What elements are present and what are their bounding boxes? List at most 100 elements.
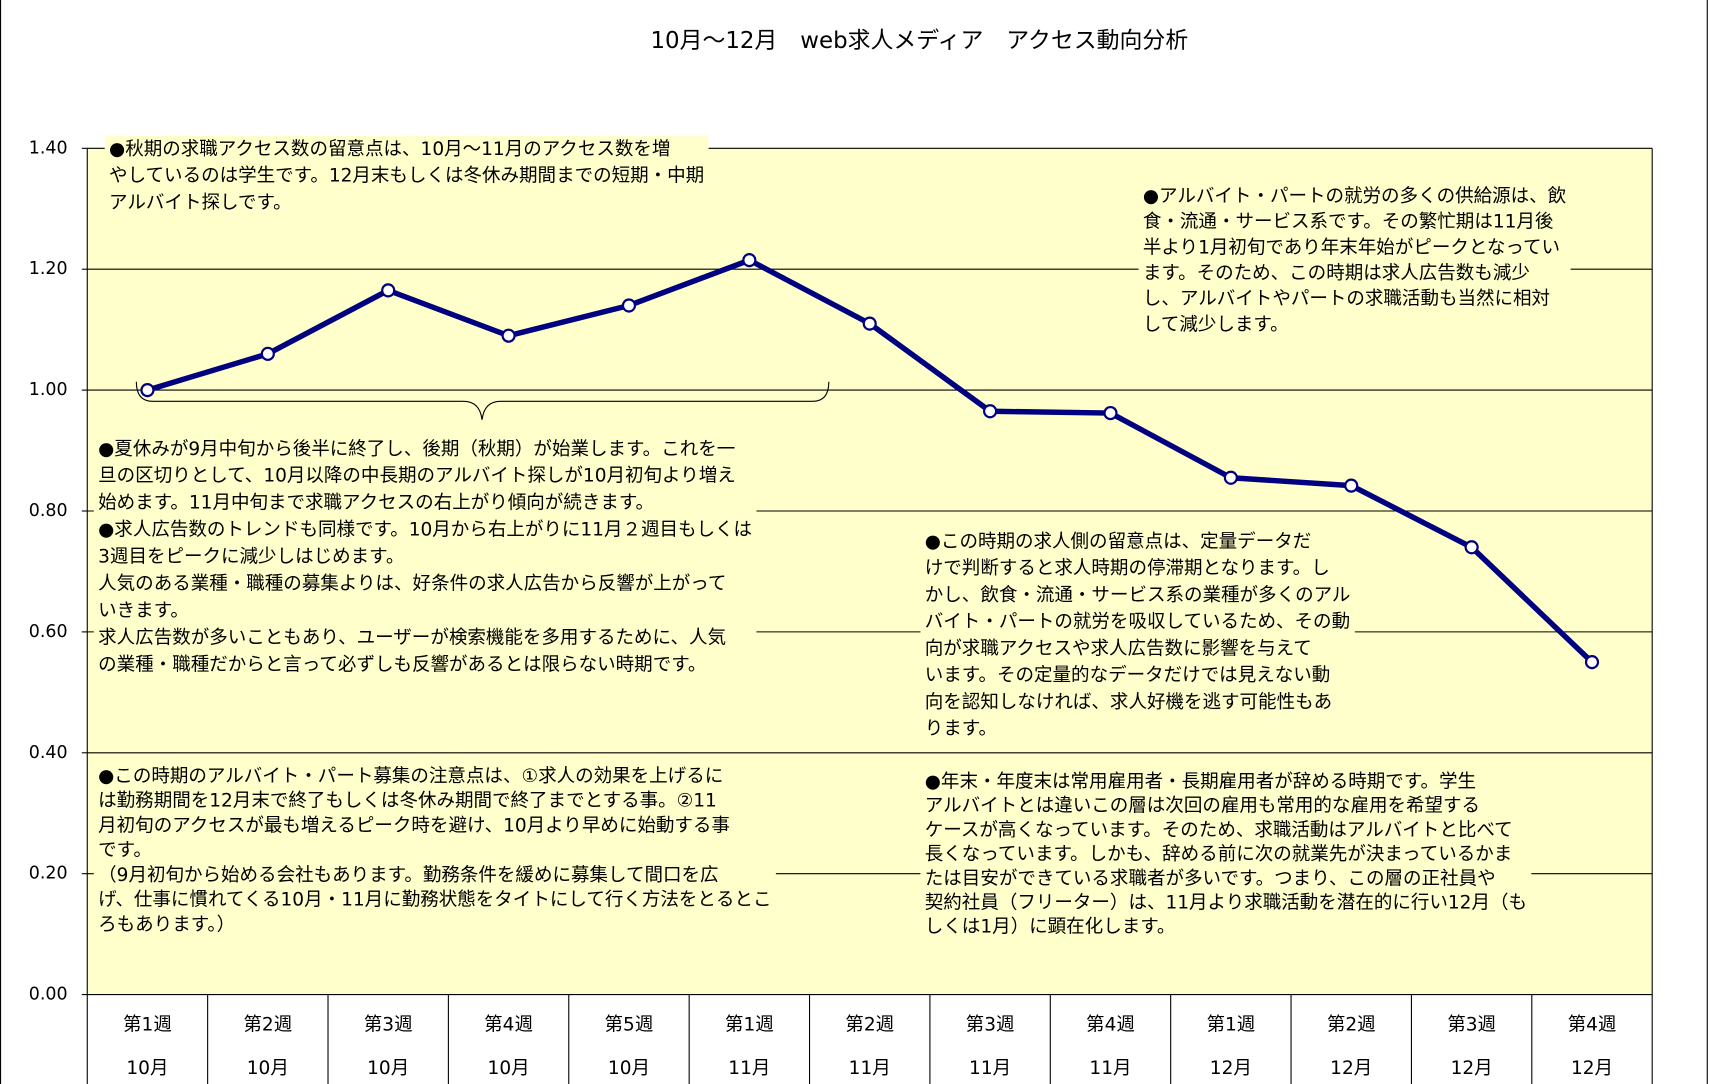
y-tick-label: 0.60 bbox=[29, 622, 68, 642]
x-tick-label: 第4週 bbox=[1086, 1015, 1135, 1036]
annotation: ●アルバイト・パートの就労の多くの供給源は、飲食・流通・サービス系です。その繁忙… bbox=[1138, 182, 1571, 339]
x-tick-label: 第1週 bbox=[1206, 1015, 1255, 1036]
annotation-background bbox=[104, 135, 709, 217]
data-point bbox=[1344, 478, 1359, 493]
x-tick-label: 12月 bbox=[1571, 1058, 1613, 1079]
x-tick-label: 第4週 bbox=[1568, 1015, 1617, 1036]
annotation-line: 人気のある業種・職種の募集よりは、好条件の求人広告から反響が上がって bbox=[98, 573, 726, 594]
x-tick-label: 10月 bbox=[247, 1058, 289, 1079]
annotation-line: かし、飲食・流通・サービス系の業種が多くのアル bbox=[925, 585, 1351, 606]
annotation-line: して減少します。 bbox=[1143, 314, 1289, 335]
annotation-line: ●求人広告数のトレンドも同様です。10月から右上がりに11月２週目もしくは bbox=[98, 520, 752, 541]
annotation-line: 契約社員（フリーター）は、11月より求職活動を潜在的に行い12月（も bbox=[925, 892, 1527, 913]
annotation-line: ●この時期のアルバイト・パート募集の注意点は、①求人の効果を上げるに bbox=[98, 766, 723, 787]
annotation-line: たは目安ができている求職者が多いです。つまり、この層の正社員や bbox=[925, 868, 1496, 889]
x-tick-label: 第2週 bbox=[1327, 1015, 1376, 1036]
data-point bbox=[140, 383, 155, 398]
data-point bbox=[621, 298, 637, 313]
x-tick-label: 第1週 bbox=[123, 1015, 172, 1036]
x-tick-label: 第4週 bbox=[484, 1015, 533, 1036]
data-point bbox=[1223, 470, 1238, 485]
data-point bbox=[1464, 540, 1479, 555]
annotation-line: 旦の区切りとして、10月以降の中長期のアルバイト探しが10月初旬より増え bbox=[98, 466, 736, 487]
annotation-line: ●秋期の求職アクセス数の留意点は、10月～11月のアクセス数を増 bbox=[109, 139, 670, 160]
x-tick-label: 10月 bbox=[367, 1058, 409, 1079]
x-tick-label: 12月 bbox=[1451, 1058, 1493, 1079]
data-point bbox=[1584, 655, 1600, 670]
annotation-line: 半より1月初旬であり年末年始がピークとなってい bbox=[1143, 237, 1560, 258]
annotation-line: です。 bbox=[98, 840, 152, 861]
annotation-line: し、アルバイトやパートの求職活動も当然に相対 bbox=[1143, 289, 1550, 310]
annotation: ●夏休みが9月中旬から後半に終了し、後期（秋期）が始業します。これを一旦の区切り… bbox=[93, 435, 757, 679]
annotation-line: ●夏休みが9月中旬から後半に終了し、後期（秋期）が始業します。これを一 bbox=[98, 439, 735, 460]
data-point bbox=[983, 404, 998, 419]
y-tick-label: 0.20 bbox=[29, 864, 68, 884]
annotation-background bbox=[920, 768, 1532, 941]
x-tick-label: 第2週 bbox=[845, 1015, 894, 1036]
data-point bbox=[501, 328, 516, 343]
annotation-background bbox=[93, 762, 776, 939]
y-tick-label: 1.00 bbox=[29, 380, 68, 400]
annotation-line: アルバイト探しです。 bbox=[109, 192, 292, 213]
annotation-line: しくは1月）に顕在化します。 bbox=[925, 917, 1176, 938]
data-point bbox=[260, 346, 275, 361]
annotation: ●秋期の求職アクセス数の留意点は、10月～11月のアクセス数を増やしているのは学… bbox=[104, 135, 709, 217]
data-point bbox=[742, 253, 757, 268]
annotation-background bbox=[1138, 182, 1571, 339]
x-tick-label: 12月 bbox=[1330, 1058, 1372, 1079]
annotation-line: います。その定量的なデータだけでは見えない動 bbox=[925, 665, 1331, 686]
x-tick-label: 第3週 bbox=[1447, 1015, 1496, 1036]
x-tick-label: 11月 bbox=[969, 1058, 1011, 1079]
annotation: ●この時期の求人側の留意点は、定量データだけで判断すると求人時期の停滞期となりま… bbox=[920, 528, 1355, 743]
y-tick-label: 0.80 bbox=[29, 501, 68, 521]
data-point bbox=[381, 283, 396, 298]
x-tick-label: 第5週 bbox=[605, 1015, 654, 1036]
brace bbox=[135, 381, 830, 420]
annotation: ●年末・年度末は常用雇用者・長期雇用者が辞める時期です。学生アルバイトとは違いこ… bbox=[920, 768, 1532, 941]
annotation-line: 向が求職アクセスや求人広告数に影響を与えて bbox=[925, 638, 1312, 659]
annotation-line: は勤務期間を12月末で終了もしくは冬休み期間で終了までとする事。②11 bbox=[98, 791, 717, 812]
annotation-line: 3週目をピークに減少しはじめます。 bbox=[98, 547, 404, 568]
annotation-line: アルバイトとは違いこの層は次回の雇用も常用的な雇用を希望する bbox=[925, 796, 1480, 817]
annotation-line: 長くなっています。しかも、辞める前に次の就業先が決まっているかま bbox=[925, 844, 1513, 865]
annotation-line: バイト・パートの就労を吸収しているため、その動 bbox=[925, 612, 1350, 633]
data-point bbox=[1103, 405, 1118, 421]
x-tick-label: 10月 bbox=[608, 1058, 650, 1079]
annotation-background bbox=[93, 435, 757, 679]
annotation-line: いきます。 bbox=[98, 600, 189, 621]
annotation-line: ●アルバイト・パートの就労の多くの供給源は、飲 bbox=[1143, 186, 1566, 207]
y-tick-label: 0.00 bbox=[29, 985, 68, 1005]
x-tick-label: 11月 bbox=[728, 1058, 770, 1079]
x-tick-label: 第3週 bbox=[364, 1015, 413, 1036]
annotation-line: ろもあります。） bbox=[98, 914, 235, 935]
annotation-line: げ、仕事に慣れてくる10月・11月に勤務状態をタイトにして行く方法をとるとこ bbox=[98, 890, 771, 911]
annotation-line: ります。 bbox=[925, 719, 997, 740]
annotation-line: ●年末・年度末は常用雇用者・長期雇用者が辞める時期です。学生 bbox=[925, 771, 1476, 792]
annotation: ●この時期のアルバイト・パート募集の注意点は、①求人の効果を上げるには勤務期間を… bbox=[93, 762, 776, 939]
annotation-line: けで判断すると求人時期の停滞期となります。し bbox=[925, 558, 1330, 579]
annotation-line: 食・流通・サービス系です。その繁忙期は11月後 bbox=[1143, 212, 1554, 233]
data-point bbox=[862, 316, 877, 331]
x-tick-label: 11月 bbox=[849, 1058, 891, 1079]
x-tick-label: 第2週 bbox=[243, 1015, 292, 1036]
y-tick-label: 1.20 bbox=[29, 259, 68, 279]
annotation-line: ●この時期の求人側の留意点は、定量データだ bbox=[925, 532, 1311, 553]
y-tick-label: 1.40 bbox=[29, 138, 68, 158]
annotation-line: 向を認知しなければ、求人好機を逃す可能性もあ bbox=[925, 692, 1332, 713]
annotation-line: ケースが高くなっています。そのため、求職活動はアルバイトと比べて bbox=[925, 820, 1513, 841]
x-tick-label: 12月 bbox=[1210, 1058, 1252, 1079]
x-tick-label: 11月 bbox=[1089, 1058, 1131, 1079]
annotation-line: 求人広告数が多いこともあり、ユーザーが検索機能を多用するために、人気 bbox=[98, 627, 726, 648]
x-tick-label: 第1週 bbox=[725, 1015, 774, 1036]
x-tick-label: 10月 bbox=[488, 1058, 530, 1079]
annotation-line: 月初旬のアクセスが最も増えるピーク時を避け、10月より早めに始動する事 bbox=[98, 815, 730, 836]
annotation-line: やしているのは学生です。12月末もしくは冬休み期間までの短期・中期 bbox=[109, 166, 704, 187]
annotation-line: 始めます。11月中旬まで求職アクセスの右上がり傾向が続きます。 bbox=[98, 493, 654, 514]
annotation-line: の業種・職種だからと言って必ずしも反響があるとは限らない時期です。 bbox=[98, 654, 706, 675]
x-tick-label: 10月 bbox=[126, 1058, 168, 1079]
y-tick-label: 0.40 bbox=[29, 743, 68, 763]
chart-title: 10月～12月 web求人メディア アクセス動向分析 bbox=[650, 28, 1188, 54]
annotation-background bbox=[920, 528, 1355, 743]
annotation-line: （9月初旬から始める会社もあります。勤務条件を緩めに募集して間口を広 bbox=[98, 865, 718, 886]
x-tick-label: 第3週 bbox=[966, 1015, 1015, 1036]
